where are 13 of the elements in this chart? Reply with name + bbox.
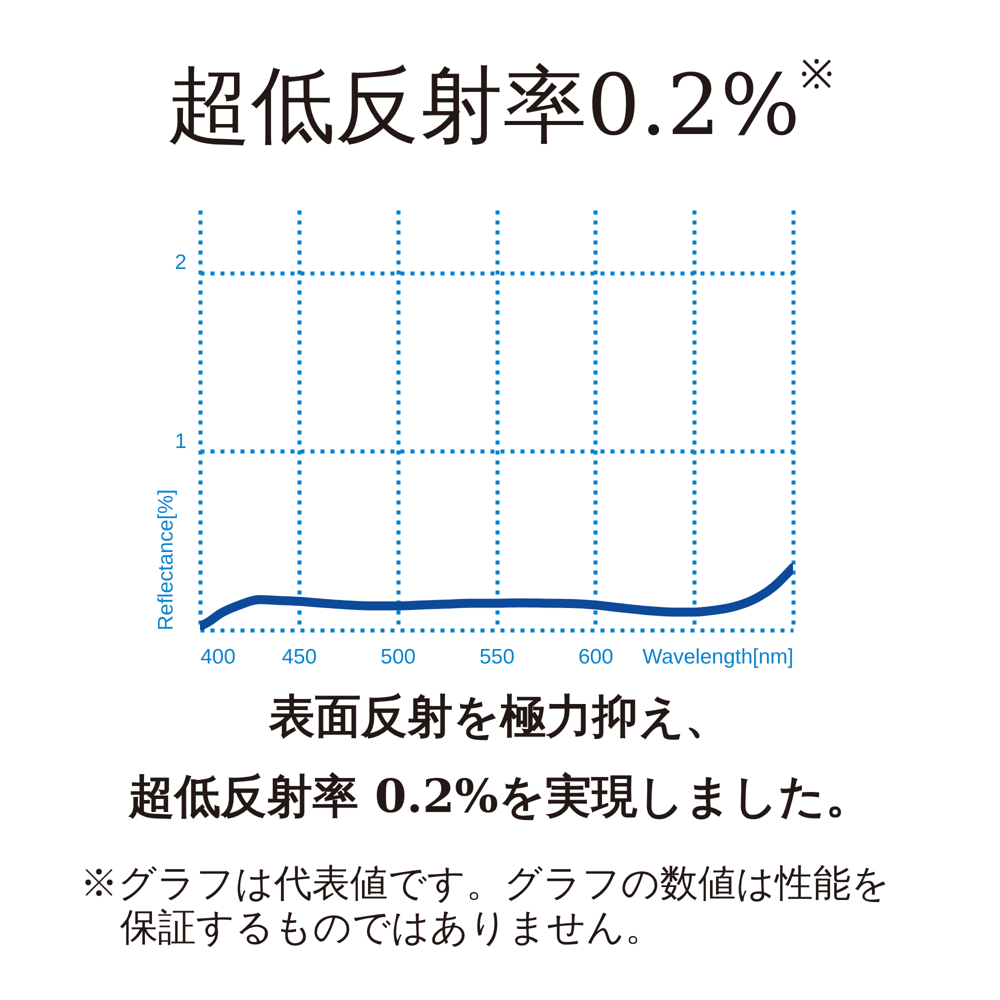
x-tick-label: 550 <box>479 646 515 668</box>
x-tick-label: 600 <box>578 646 614 668</box>
x-axis-title: Wavelength[nm] <box>642 646 794 668</box>
y-tick-label: 2 <box>174 251 186 274</box>
chart-title: 超低反射率0.2%$^{※}$ <box>166 52 834 156</box>
x-tick-label: 500 <box>380 646 416 668</box>
y-axis-title: Reflectance[%] <box>154 489 178 630</box>
text: 表面反射を極力抑え、 <box>268 689 732 743</box>
text: ※グラフは代表値です。グラフの数値は性能を保証するものではありません。 <box>80 861 891 950</box>
x-tick-label: 400 <box>200 646 236 668</box>
y-tick-label: 1 <box>174 430 186 453</box>
text: 超低反射率 0.2%を実現しました。 <box>127 769 872 823</box>
x-tick-label: 450 <box>282 646 317 668</box>
